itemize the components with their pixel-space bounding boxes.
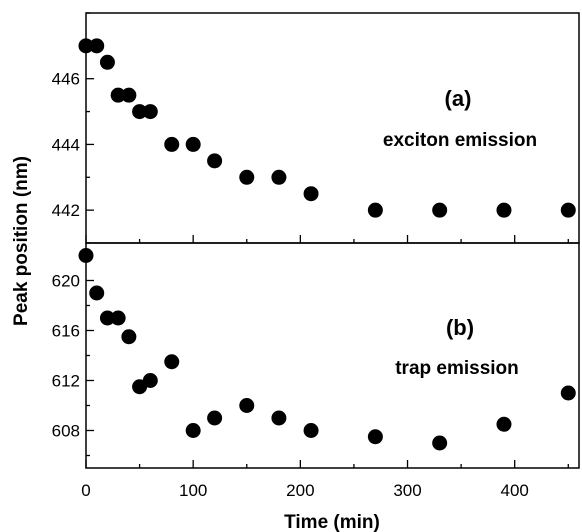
panel-a-ytick-label: 442 xyxy=(52,201,80,220)
panel-a-point xyxy=(99,54,115,70)
panel-b-ytick-label: 608 xyxy=(52,422,80,441)
panel-b-points xyxy=(78,248,576,451)
panel-a-point xyxy=(142,104,158,120)
panel-a-label: (a) xyxy=(445,86,472,111)
panel-a-annotation: exciton emission xyxy=(383,130,537,151)
panel-b-point xyxy=(89,285,105,301)
panel-a-point xyxy=(89,38,105,54)
panel-b-point xyxy=(367,429,383,445)
panel-a: 442 444 446 (a) exciton emission xyxy=(52,12,580,244)
panel-b-point xyxy=(432,435,448,451)
panel-a-ytick-label: 446 xyxy=(52,70,80,89)
panel-a-ytick-label: 444 xyxy=(52,135,80,154)
panel-a-point xyxy=(271,169,287,185)
panel-a-point xyxy=(303,186,319,202)
panel-b-annotation: trap emission xyxy=(395,358,519,379)
panel-b-point xyxy=(142,373,158,388)
panel-b-frame xyxy=(85,242,580,469)
panel-a-points xyxy=(78,38,576,218)
panel-b-point xyxy=(239,398,255,413)
panel-a-point xyxy=(78,38,94,54)
panel-b-point xyxy=(164,354,180,370)
panel-b-ytick-label: 616 xyxy=(52,322,80,341)
panel-b-point xyxy=(185,423,201,438)
panel-a-point xyxy=(496,202,512,218)
x-tick-label: 400 xyxy=(501,481,529,500)
panel-b-point xyxy=(303,423,319,438)
panel-b: 608 612 616 620 (b) trap emission xyxy=(52,242,580,469)
panel-a-point xyxy=(239,169,255,185)
panel-b-ytick-label: 620 xyxy=(52,272,80,291)
x-tick-label: 0 xyxy=(81,481,90,500)
panel-a-point xyxy=(207,153,223,169)
panel-a-point xyxy=(121,87,137,103)
panel-b-point xyxy=(207,410,223,426)
panel-b-label: (b) xyxy=(446,315,474,340)
x-tick-labels: 0 100 200 300 400 xyxy=(81,481,529,500)
x-tick-label: 100 xyxy=(179,481,207,500)
x-tick-label: 200 xyxy=(286,481,314,500)
panel-b-xticks xyxy=(85,460,569,468)
panel-b-point xyxy=(271,410,287,426)
panel-b-ytick-label: 612 xyxy=(52,372,80,391)
panel-b-point xyxy=(78,248,94,263)
y-axis-title: Peak position (nm) xyxy=(11,156,32,326)
panel-b-point xyxy=(110,310,126,326)
panel-a-point xyxy=(560,202,576,218)
x-tick-label: 300 xyxy=(393,481,421,500)
panel-a-point xyxy=(185,136,201,152)
panel-a-point xyxy=(164,136,180,152)
panel-b-point xyxy=(121,329,137,345)
panel-a-point xyxy=(367,202,383,218)
panel-b-point xyxy=(496,416,512,432)
panel-a-point xyxy=(132,104,148,120)
panel-b-yticks: 608 612 616 620 xyxy=(52,254,94,457)
panel-a-point xyxy=(432,202,448,218)
panel-b-point xyxy=(99,310,115,326)
panel-a-xticks xyxy=(85,235,569,243)
panel-b-point xyxy=(560,385,576,401)
panel-a-yticks: 442 444 446 xyxy=(52,12,94,244)
panel-a-point xyxy=(110,87,126,103)
x-axis-title: Time (min) xyxy=(284,512,380,532)
